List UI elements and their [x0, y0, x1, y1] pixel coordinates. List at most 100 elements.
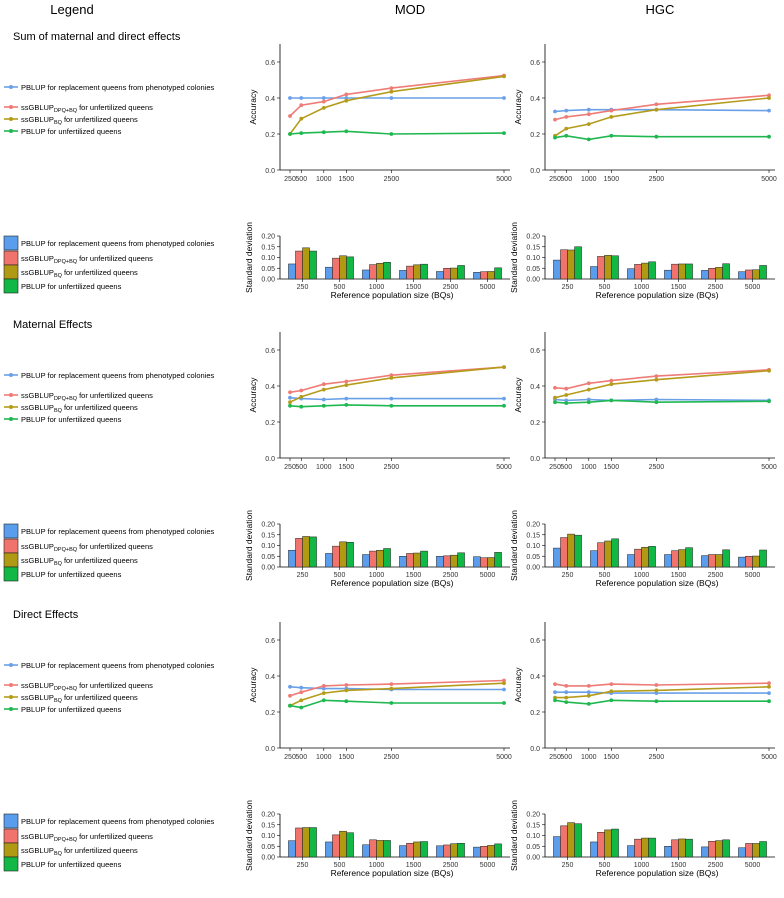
sd-bar [738, 271, 746, 280]
legend-text: PBLUP for unfertilized queens [21, 860, 122, 869]
accuracy-x-tick-label: 1500 [604, 176, 620, 183]
accuracy-y-tick-label: 0.2 [265, 132, 275, 139]
accuracy-series-line [289, 74, 505, 117]
legend-text-suffix: for unfertilized queens [77, 391, 153, 400]
accuracy-point [502, 96, 506, 100]
sd-y-tick-label: 0.05 [261, 554, 275, 561]
sd-y-tick-label: 0.20 [261, 812, 275, 819]
mod-column-header: MOD [395, 2, 425, 17]
accuracy-series-line [289, 682, 505, 707]
sd-bar [399, 556, 407, 568]
accuracy-y-label: Accuracy [513, 89, 523, 125]
accuracy-point [609, 133, 614, 138]
legend-line-label: ssGBLUPBQ for unfertilized queens [21, 403, 138, 414]
sd-bar [590, 266, 598, 280]
sd-x-tick-label: 2500 [443, 284, 459, 291]
sd-bar [473, 556, 481, 568]
accuracy-point [767, 368, 771, 373]
sd-bar [759, 841, 767, 858]
legend-line-marker [9, 393, 13, 397]
legend-text: PBLUP for unfertilized queens [21, 705, 122, 714]
sd-bar [436, 271, 444, 280]
accuracy-point [502, 687, 506, 692]
legend-bar-swatch [3, 278, 19, 294]
sd-bar [295, 827, 303, 858]
sd-bar [443, 555, 451, 568]
sd-bar [494, 843, 502, 858]
sd-x-tick-label: 250 [297, 572, 309, 579]
accuracy-y-tick-label: 0.4 [265, 96, 275, 103]
accuracy-series-line [289, 366, 505, 403]
accuracy-x-tick-label: 2500 [384, 754, 400, 761]
accuracy-point [288, 390, 292, 395]
sd-bar [664, 269, 672, 280]
legend-bar-swatch [3, 523, 19, 539]
accuracy-x-tick-label: 500 [560, 176, 572, 183]
accuracy-y-tick-label: 0.0 [530, 456, 540, 463]
sd-bar [450, 843, 458, 858]
accuracy-point [586, 387, 591, 392]
accuracy-x-tick-label: 1500 [339, 464, 355, 471]
sd-bar [383, 261, 391, 280]
legend-text: PBLUP for unfertilized queens [21, 415, 122, 424]
accuracy-point [344, 683, 349, 687]
legend-text: ssGBLUP [21, 693, 54, 702]
sd-bar [634, 838, 642, 858]
sd-y-tick-label: 0.15 [261, 244, 275, 251]
legend-bar-label: ssGBLUPDPQ+BQ for unfertilized queens [21, 542, 153, 553]
accuracy-point [321, 387, 326, 392]
legend-line-marker [9, 85, 13, 89]
accuracy-point [288, 400, 292, 405]
sd-bar [399, 270, 407, 280]
sd-x-tick-label: 5000 [480, 572, 496, 579]
accuracy-y-label: Accuracy [513, 377, 523, 413]
accuracy-point [609, 682, 614, 686]
sd-bar [560, 825, 568, 858]
accuracy-point [299, 705, 304, 710]
accuracy-point [299, 404, 304, 409]
sd-x-tick-label: 250 [297, 284, 309, 291]
legend-bar-label: ssGBLUPBQ for unfertilized queens [21, 846, 138, 857]
legend-bar-label: PBLUP for unfertilized queens [21, 282, 122, 291]
accuracy-point [586, 107, 591, 112]
accuracy-point [564, 695, 569, 700]
accuracy-x-tick-label: 1500 [604, 464, 620, 471]
accuracy-point [344, 403, 349, 407]
sd-y-tick-label: 0.10 [261, 543, 275, 550]
sd-bar [604, 829, 612, 858]
accuracy-point [288, 703, 292, 708]
accuracy-y-tick-label: 0.6 [530, 60, 540, 67]
legend-text: ssGBLUP [21, 556, 54, 565]
legend-text-suffix: for unfertilized queens [62, 115, 138, 124]
sd-bar [611, 538, 619, 568]
accuracy-point [654, 699, 659, 704]
legend-text-suffix: for unfertilized queens [77, 103, 153, 112]
legend-subscript: BQ [54, 561, 63, 567]
accuracy-y-tick-label: 0.2 [530, 132, 540, 139]
legend-text: ssGBLUP [21, 115, 54, 124]
accuracy-point [586, 137, 591, 142]
accuracy-point [389, 373, 394, 378]
sd-y-label: Standard deviation [509, 222, 519, 293]
sd-bar [487, 845, 495, 858]
accuracy-x-tick-label: 250 [284, 176, 296, 183]
legend-line-label: ssGBLUPBQ for unfertilized queens [21, 693, 138, 704]
accuracy-point [299, 131, 304, 136]
sd-bar [590, 550, 598, 568]
accuracy-y-tick-label: 0.0 [530, 168, 540, 175]
sd-bar [480, 271, 488, 280]
legend-line-marker [9, 105, 13, 109]
legend-line-marker [9, 663, 13, 667]
sd-bar [339, 541, 347, 568]
sd-bar [332, 545, 340, 568]
sd-bar [678, 263, 686, 280]
accuracy-point [553, 695, 557, 700]
hgc-column-header: HGC [646, 2, 675, 17]
sd-bar [752, 269, 760, 280]
sd-x-label: Reference population size (BQs) [331, 578, 454, 588]
legend-line-marker [9, 707, 13, 711]
legend-bar-swatch [3, 856, 19, 872]
accuracy-point [502, 701, 506, 705]
sd-bar [708, 554, 716, 568]
